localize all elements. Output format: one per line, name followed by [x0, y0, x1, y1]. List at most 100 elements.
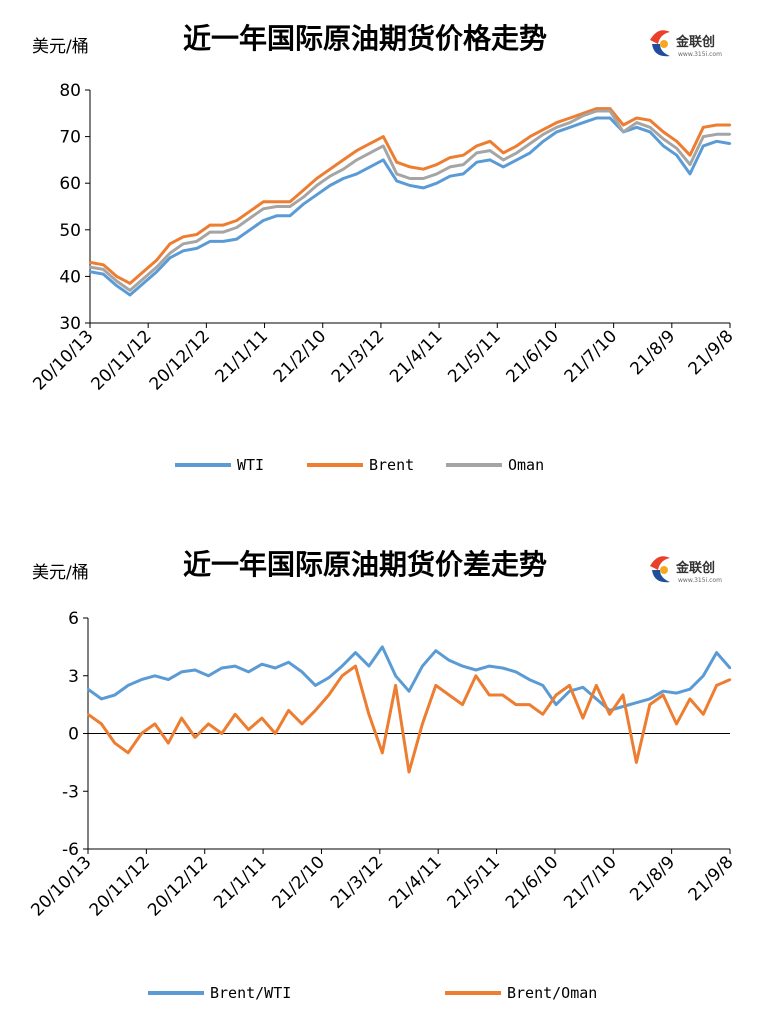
x-tick-label: 21/9/8 [685, 852, 738, 905]
data-point [555, 130, 558, 134]
brand-name: 金联创 [675, 560, 715, 576]
data-point [368, 142, 372, 145]
data-point [688, 688, 692, 691]
data-point [208, 240, 212, 243]
data-point [222, 240, 225, 243]
data-point [702, 713, 705, 716]
data-point [220, 666, 223, 670]
x-tick-label: 21/9/8 [685, 326, 738, 379]
x-tick-label: 21/8/9 [627, 326, 680, 379]
data-point [435, 163, 438, 166]
data-point [675, 691, 678, 695]
data-point [461, 664, 464, 668]
data-point [235, 219, 238, 222]
data-point [488, 158, 492, 162]
data-point [100, 722, 103, 726]
chart1-plot: 30 40 50 60 70 80 20/10/1320/11/1220/12/1221/1… [29, 81, 737, 474]
data-point [581, 716, 585, 720]
data-point [621, 693, 625, 697]
x-tick-label: 21/3/12 [328, 326, 388, 386]
chart2-title: 近一年国际原油期货价差走势 [183, 548, 547, 581]
data-point [528, 135, 532, 138]
data-point [140, 678, 143, 681]
data-point [275, 205, 278, 208]
x-tick-label: 21/1/11 [212, 326, 272, 386]
data-point [262, 219, 265, 222]
data-point [153, 722, 157, 726]
data-point [488, 664, 491, 668]
data-point [728, 133, 732, 136]
data-point [595, 107, 598, 110]
data-point [475, 161, 478, 164]
data-point [193, 668, 197, 672]
data-point [182, 242, 185, 245]
x-tick-label: 21/2/10 [270, 326, 330, 386]
data-point [408, 184, 412, 187]
data-point [354, 651, 357, 654]
data-point [88, 270, 92, 273]
data-point [448, 156, 452, 159]
data-point [568, 116, 572, 120]
data-point [207, 674, 210, 677]
x-tick-label: 21/2/10 [268, 852, 328, 912]
data-point [568, 684, 571, 687]
data-point [180, 716, 183, 720]
data-point [635, 761, 638, 764]
data-point [86, 713, 90, 716]
data-point [207, 722, 210, 726]
data-point [502, 151, 505, 155]
x-tick-label: 20/11/12 [86, 852, 154, 920]
data-point [327, 676, 330, 679]
data-point [288, 214, 292, 217]
data-point [222, 223, 225, 227]
logo-mark-icon [650, 30, 670, 57]
data-point [715, 651, 718, 654]
data-point [421, 722, 424, 726]
data-point [262, 207, 265, 210]
data-point [368, 165, 372, 169]
data-point [702, 144, 705, 148]
data-point [541, 713, 544, 716]
data-point [208, 223, 212, 227]
brand-url: www.315i.com [678, 577, 722, 584]
data-point [302, 196, 305, 199]
data-point [102, 272, 105, 276]
series-line-wti [89, 116, 731, 297]
data-point [168, 256, 172, 259]
data-point [340, 664, 344, 668]
data-point [180, 670, 183, 674]
data-point [288, 205, 292, 208]
data-point [475, 151, 478, 155]
data-point [622, 123, 625, 127]
data-point [233, 713, 237, 716]
data-point [115, 275, 118, 278]
series-line-brent-oman [87, 664, 731, 774]
brand-url: www.315i.com [678, 51, 722, 58]
data-point [448, 175, 452, 178]
data-point [448, 165, 452, 169]
data-point [382, 158, 385, 162]
logo-mark-icon [650, 556, 670, 583]
data-point [555, 121, 558, 124]
data-point [595, 697, 598, 701]
data-point [648, 126, 652, 129]
data-point [126, 684, 130, 687]
data-point [342, 177, 345, 180]
data-point [715, 140, 718, 143]
data-point [302, 203, 305, 206]
data-point [193, 736, 197, 739]
data-point [233, 664, 237, 668]
data-point [554, 693, 558, 697]
data-point [182, 249, 185, 252]
data-point [367, 664, 371, 668]
data-point [394, 684, 397, 687]
chart2-y-unit: 美元/桶 [32, 563, 89, 583]
data-point [327, 693, 330, 697]
data-point [248, 228, 252, 231]
data-point [608, 116, 612, 120]
brand-logo: 金联创 www.315i.com [650, 30, 722, 58]
data-point [300, 670, 304, 674]
y-tick-label: 50 [59, 221, 81, 241]
data-point [728, 666, 732, 670]
